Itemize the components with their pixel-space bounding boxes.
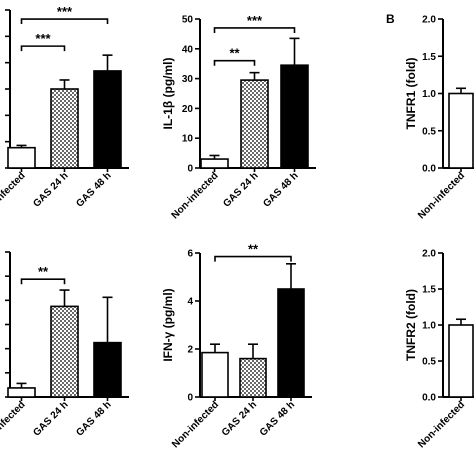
significance-label: ** <box>248 242 259 257</box>
bar <box>200 158 229 169</box>
chart-bottom-right: 0.0 0.5 1.0 1.5 2.0 TNFR2 (fold) Non-infected <box>404 249 474 450</box>
bar <box>277 288 305 398</box>
x-tick-label: Non-infected <box>0 170 28 221</box>
y-tick-label: 1.0 <box>422 89 436 100</box>
y-axis-label: IL-1β (pg/ml) <box>161 58 175 130</box>
y-tick-label: 1.5 <box>422 285 436 296</box>
y-axis-label: TNFR1 (fold) <box>404 58 418 130</box>
y-tick-label: 0 <box>187 393 193 404</box>
y-axis-label: IFN-γ (pg/ml) <box>161 288 175 361</box>
x-tick-label: GAS 48 h <box>74 170 113 209</box>
x-tick-label: Non-infected <box>0 399 28 450</box>
y-tick-label: 1.0 <box>422 321 436 332</box>
y-tick-label: 0.0 <box>422 164 436 175</box>
y-tick-label: 0.5 <box>422 357 436 368</box>
x-tick-label: Non-infected <box>416 170 467 221</box>
chart-top-left: Non-infected GAS 24 h GAS 48 h *** *** <box>0 4 129 221</box>
y-tick-label: 6 <box>187 249 193 260</box>
bar <box>50 88 79 169</box>
bar <box>280 64 309 169</box>
bar <box>93 341 122 398</box>
significance-label: *** <box>57 4 73 19</box>
bar <box>239 357 267 398</box>
y-axis-label: TNFR2 (fold) <box>404 289 418 361</box>
significance-bracket <box>20 18 109 25</box>
y-tick-label: 10 <box>182 134 194 145</box>
x-tick-label: GAS 24 h <box>220 399 259 438</box>
significance-label: *** <box>35 31 51 46</box>
x-tick-label: GAS 48 h <box>74 399 113 438</box>
bar <box>7 387 36 398</box>
x-tick-label: Non-infected <box>170 170 221 221</box>
bar <box>7 146 36 169</box>
x-tick-label: Non-infected <box>170 399 221 450</box>
y-tick-label: 0.5 <box>422 126 436 137</box>
y-tick-label: 4 <box>187 297 193 308</box>
y-tick-label: 40 <box>182 44 194 55</box>
charts-group: Non-infected GAS 24 h GAS 48 h******010203… <box>0 4 474 450</box>
y-tick-label: 0 <box>187 164 193 175</box>
bar <box>240 79 269 169</box>
y-tick-label: 20 <box>182 104 194 115</box>
significance-label: *** <box>247 13 263 28</box>
bar <box>448 92 474 169</box>
bar <box>201 351 229 398</box>
significance-bracket <box>20 278 66 285</box>
significance-bracket <box>214 255 292 262</box>
panel-letter: B <box>386 12 395 26</box>
significance-bracket <box>213 59 256 66</box>
bar <box>93 70 122 169</box>
significance-bracket <box>20 45 66 52</box>
y-tick-label: 2.0 <box>422 249 436 260</box>
x-tick-label: GAS 24 h <box>31 170 70 209</box>
y-tick-label: 30 <box>182 74 194 85</box>
x-tick-label: Non-infected <box>416 399 467 450</box>
chart-bottom-left: Non-infected GAS 24 h GAS 48 h ** <box>0 251 129 450</box>
x-tick-label: GAS 24 h <box>221 170 260 209</box>
y-tick-label: 0.0 <box>422 393 436 404</box>
significance-label: ** <box>38 264 49 279</box>
significance-label: ** <box>229 46 240 61</box>
x-tick-label: GAS 48 h <box>261 170 300 209</box>
y-tick-label: 1.5 <box>422 52 436 63</box>
significance-bracket <box>213 27 296 33</box>
y-tick-label: 2.0 <box>422 15 436 26</box>
chart-top-right: 0.0 0.5 1.0 1.5 2.0 TNFR1 (fold) Non-infected <box>404 15 474 221</box>
x-tick-label: GAS 24 h <box>31 399 70 438</box>
bar <box>50 305 79 398</box>
y-tick-label: 50 <box>182 15 194 26</box>
y-tick-label: 2 <box>187 345 193 356</box>
bar <box>448 324 474 398</box>
x-tick-label: GAS 48 h <box>258 399 297 438</box>
